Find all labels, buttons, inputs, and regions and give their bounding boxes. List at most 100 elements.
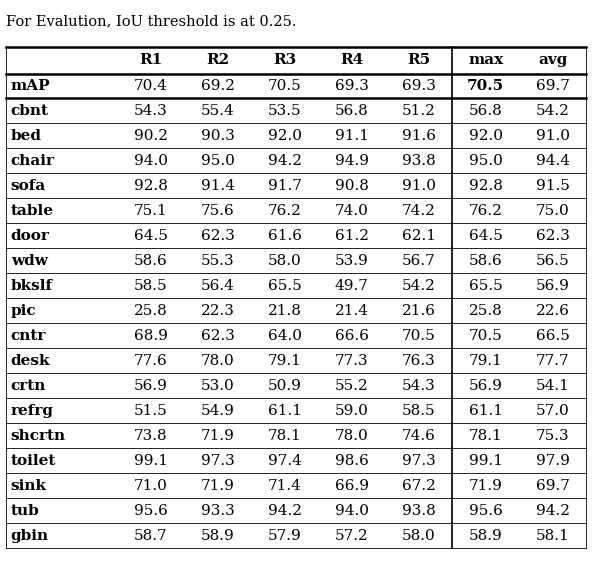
Text: 75.6: 75.6 <box>201 204 235 218</box>
Text: 56.9: 56.9 <box>536 279 570 293</box>
Text: 93.8: 93.8 <box>402 504 436 518</box>
Text: 54.2: 54.2 <box>402 279 436 293</box>
Text: bkslf: bkslf <box>11 279 53 293</box>
Text: 58.0: 58.0 <box>268 254 302 268</box>
Text: bed: bed <box>11 129 41 143</box>
Text: 56.4: 56.4 <box>201 279 235 293</box>
Text: 66.5: 66.5 <box>536 329 570 343</box>
Text: 65.5: 65.5 <box>268 279 302 293</box>
Text: 95.6: 95.6 <box>134 504 168 518</box>
Text: 64.0: 64.0 <box>268 329 302 343</box>
Text: 93.8: 93.8 <box>402 154 436 168</box>
Text: 66.6: 66.6 <box>335 329 369 343</box>
Text: 69.7: 69.7 <box>536 79 570 93</box>
Text: 74.2: 74.2 <box>402 204 436 218</box>
Text: 70.5: 70.5 <box>402 329 436 343</box>
Text: 56.8: 56.8 <box>335 104 369 118</box>
Text: cntr: cntr <box>11 329 46 343</box>
Text: 64.5: 64.5 <box>469 229 503 243</box>
Text: toilet: toilet <box>11 454 56 468</box>
Text: table: table <box>11 204 54 218</box>
Text: 54.3: 54.3 <box>134 104 168 118</box>
Text: 21.6: 21.6 <box>402 304 436 318</box>
Text: 56.5: 56.5 <box>536 254 570 268</box>
Text: 91.0: 91.0 <box>402 179 436 193</box>
Text: 78.0: 78.0 <box>201 354 235 368</box>
Text: 76.2: 76.2 <box>469 204 503 218</box>
Text: 57.2: 57.2 <box>335 529 369 543</box>
Text: 97.3: 97.3 <box>402 454 436 468</box>
Text: 71.0: 71.0 <box>134 479 168 493</box>
Text: 58.7: 58.7 <box>134 529 168 543</box>
Text: 71.4: 71.4 <box>268 479 302 493</box>
Text: 54.1: 54.1 <box>536 379 570 393</box>
Text: 58.6: 58.6 <box>134 254 168 268</box>
Text: 71.9: 71.9 <box>201 429 235 443</box>
Text: 22.6: 22.6 <box>536 304 570 318</box>
Text: 77.7: 77.7 <box>536 354 570 368</box>
Text: R2: R2 <box>207 54 230 67</box>
Text: 25.8: 25.8 <box>134 304 168 318</box>
Text: 94.0: 94.0 <box>335 504 369 518</box>
Text: 57.0: 57.0 <box>536 404 570 418</box>
Text: 93.3: 93.3 <box>201 504 235 518</box>
Text: 25.8: 25.8 <box>469 304 503 318</box>
Text: 94.2: 94.2 <box>536 504 570 518</box>
Text: 57.9: 57.9 <box>268 529 302 543</box>
Text: 91.0: 91.0 <box>536 129 570 143</box>
Text: 70.5: 70.5 <box>469 329 503 343</box>
Text: 58.0: 58.0 <box>402 529 436 543</box>
Text: 99.1: 99.1 <box>134 454 168 468</box>
Text: 61.6: 61.6 <box>268 229 302 243</box>
Text: 56.9: 56.9 <box>134 379 168 393</box>
Text: 70.4: 70.4 <box>134 79 168 93</box>
Text: 55.2: 55.2 <box>335 379 369 393</box>
Text: 59.0: 59.0 <box>335 404 369 418</box>
Text: 70.5: 70.5 <box>467 79 504 93</box>
Text: 67.2: 67.2 <box>402 479 436 493</box>
Text: 65.5: 65.5 <box>469 279 503 293</box>
Text: 71.9: 71.9 <box>201 479 235 493</box>
Text: 78.1: 78.1 <box>469 429 503 443</box>
Text: 78.1: 78.1 <box>268 429 302 443</box>
Text: refrg: refrg <box>11 404 54 418</box>
Text: tub: tub <box>11 504 40 518</box>
Text: 54.3: 54.3 <box>402 379 436 393</box>
Text: sink: sink <box>11 479 47 493</box>
Text: 58.6: 58.6 <box>469 254 503 268</box>
Text: 62.1: 62.1 <box>402 229 436 243</box>
Text: pic: pic <box>11 304 36 318</box>
Text: 21.8: 21.8 <box>268 304 302 318</box>
Text: max: max <box>468 54 503 67</box>
Text: crtn: crtn <box>11 379 46 393</box>
Text: 97.3: 97.3 <box>201 454 235 468</box>
Text: 69.2: 69.2 <box>201 79 235 93</box>
Text: wdw: wdw <box>11 254 47 268</box>
Text: 58.1: 58.1 <box>536 529 570 543</box>
Text: 77.3: 77.3 <box>335 354 369 368</box>
Text: 94.4: 94.4 <box>536 154 570 168</box>
Text: 94.9: 94.9 <box>335 154 369 168</box>
Text: 56.8: 56.8 <box>469 104 503 118</box>
Text: 90.2: 90.2 <box>134 129 168 143</box>
Text: 97.4: 97.4 <box>268 454 302 468</box>
Text: 22.3: 22.3 <box>201 304 235 318</box>
Text: 73.8: 73.8 <box>134 429 168 443</box>
Text: 61.1: 61.1 <box>469 404 503 418</box>
Text: 55.4: 55.4 <box>201 104 235 118</box>
Text: 75.3: 75.3 <box>536 429 570 443</box>
Text: 54.2: 54.2 <box>536 104 570 118</box>
Text: 62.3: 62.3 <box>536 229 570 243</box>
Text: 54.9: 54.9 <box>201 404 235 418</box>
Text: 58.9: 58.9 <box>201 529 235 543</box>
Text: 64.5: 64.5 <box>134 229 168 243</box>
Text: 53.9: 53.9 <box>335 254 369 268</box>
Text: 70.5: 70.5 <box>268 79 302 93</box>
Text: 92.8: 92.8 <box>469 179 503 193</box>
Text: desk: desk <box>11 354 50 368</box>
Text: 53.5: 53.5 <box>268 104 302 118</box>
Text: mAP: mAP <box>11 79 50 93</box>
Text: 76.2: 76.2 <box>268 204 302 218</box>
Text: 94.2: 94.2 <box>268 504 302 518</box>
Text: 95.6: 95.6 <box>469 504 503 518</box>
